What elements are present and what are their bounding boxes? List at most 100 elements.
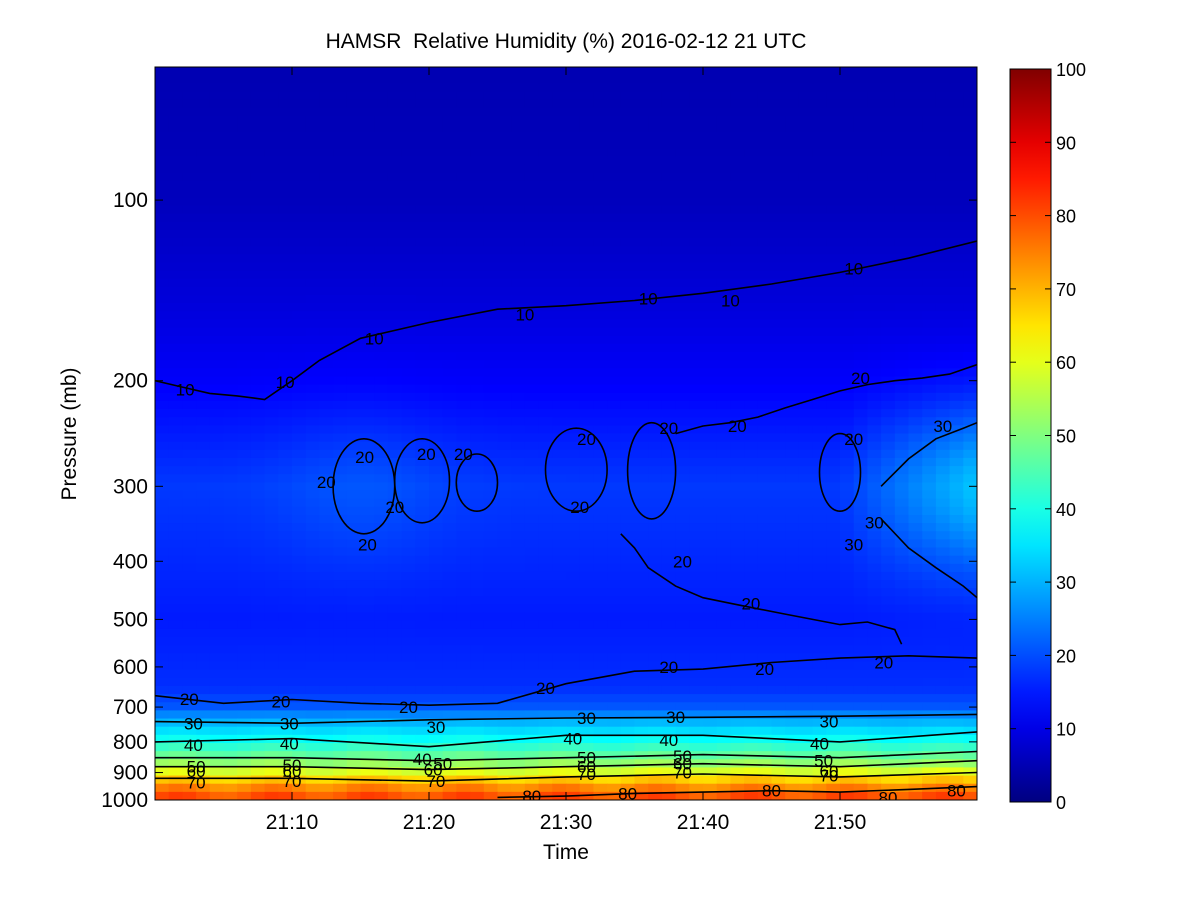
heatmap-cell	[264, 221, 279, 231]
heatmap-cell	[442, 140, 457, 150]
heatmap-cell	[292, 270, 307, 280]
heatmap-cell	[566, 400, 581, 410]
heatmap-cell	[292, 360, 307, 369]
heatmap-cell	[757, 425, 773, 435]
heatmap-cell	[566, 164, 581, 174]
heatmap-cell	[223, 327, 238, 337]
heatmap-cell	[661, 392, 677, 402]
heatmap-cell	[401, 229, 416, 239]
heatmap-cell	[785, 99, 800, 109]
heatmap-cell	[182, 409, 197, 418]
heatmap-cell	[264, 645, 279, 654]
heatmap-cell	[552, 124, 567, 133]
heatmap-cell	[264, 523, 279, 532]
heatmap-cell	[333, 441, 348, 451]
heatmap-cell	[826, 132, 841, 141]
heatmap-cell	[524, 620, 540, 630]
heatmap-cell	[264, 702, 279, 712]
heatmap-cell	[264, 531, 279, 540]
heatmap-cell	[757, 506, 773, 516]
heatmap-cell	[620, 107, 636, 117]
heatmap-cell	[881, 319, 896, 329]
heatmap-cell	[689, 335, 704, 345]
heatmap-cell	[374, 140, 389, 150]
heatmap-cell	[922, 580, 937, 589]
heatmap-cell	[675, 620, 690, 630]
heatmap-cell	[867, 604, 882, 614]
heatmap-cell	[552, 213, 567, 223]
heatmap-cell	[716, 449, 731, 459]
heatmap-cell	[196, 392, 211, 402]
heatmap-cell	[374, 645, 389, 654]
heatmap-cell	[470, 172, 485, 182]
heatmap-cell	[826, 571, 841, 581]
heatmap-cell	[675, 83, 690, 93]
heatmap-cell	[168, 539, 183, 549]
heatmap-cell	[703, 238, 718, 247]
heatmap-cell	[429, 107, 444, 117]
heatmap-cell	[511, 205, 526, 215]
heatmap-cell	[511, 400, 526, 410]
heatmap-cell	[429, 702, 444, 712]
heatmap-cell	[922, 694, 937, 703]
heatmap-cell	[401, 270, 416, 280]
heatmap-cell	[278, 124, 293, 133]
heatmap-cell	[620, 197, 636, 207]
heatmap-cell	[552, 661, 567, 671]
heatmap-cell	[840, 580, 855, 589]
heatmap-cell	[853, 246, 868, 255]
heatmap-cell	[949, 368, 964, 378]
heatmap-cell	[250, 213, 266, 223]
heatmap-cell	[168, 734, 183, 744]
heatmap-cell	[264, 685, 279, 695]
heatmap-cell	[483, 376, 499, 386]
heatmap-cell	[360, 254, 375, 264]
heatmap-cell	[771, 702, 786, 712]
heatmap-cell	[853, 685, 868, 695]
heatmap-cell	[607, 156, 622, 166]
heatmap-cell	[223, 620, 238, 630]
heatmap-cell	[237, 474, 252, 483]
heatmap-cell	[963, 91, 977, 101]
heatmap-cell	[675, 197, 690, 207]
heatmap-cell	[826, 286, 841, 296]
heatmap-cell	[703, 531, 718, 540]
heatmap-cell	[922, 433, 937, 443]
heatmap-cell	[470, 596, 485, 606]
heatmap-cell	[634, 303, 649, 312]
heatmap-cell	[566, 580, 581, 589]
heatmap-cell	[771, 596, 786, 606]
heatmap-cell	[785, 181, 800, 190]
heatmap-cell	[319, 262, 334, 272]
heatmap-cell	[237, 156, 252, 166]
heatmap-cell	[812, 360, 827, 369]
heatmap-cell	[305, 172, 320, 182]
heatmap-cell	[374, 677, 389, 687]
heatmap-cell	[264, 441, 279, 451]
heatmap-cell	[785, 262, 800, 272]
heatmap-cell	[620, 400, 636, 410]
heatmap-cell	[922, 425, 937, 435]
heatmap-cell	[840, 75, 855, 84]
heatmap-cell	[292, 254, 307, 264]
heatmap-cell	[552, 221, 567, 231]
heatmap-cell	[785, 685, 800, 695]
heatmap-cell	[634, 67, 649, 76]
heatmap-cell	[908, 580, 923, 589]
heatmap-cell	[785, 604, 800, 614]
heatmap-cell	[675, 702, 690, 712]
heatmap-cell	[209, 661, 225, 671]
heatmap-cell	[744, 115, 759, 125]
heatmap-cell	[511, 352, 526, 361]
heatmap-cell	[292, 409, 307, 418]
heatmap-cell	[497, 506, 512, 516]
heatmap-cell	[250, 441, 266, 451]
heatmap-cell	[155, 571, 170, 581]
heatmap-cell	[264, 604, 279, 614]
heatmap-cell	[634, 172, 649, 182]
heatmap-cell	[538, 254, 553, 264]
heatmap-cell	[155, 181, 170, 190]
heatmap-cell	[881, 555, 896, 565]
heatmap-cell	[292, 482, 307, 492]
heatmap-cell	[730, 311, 745, 321]
